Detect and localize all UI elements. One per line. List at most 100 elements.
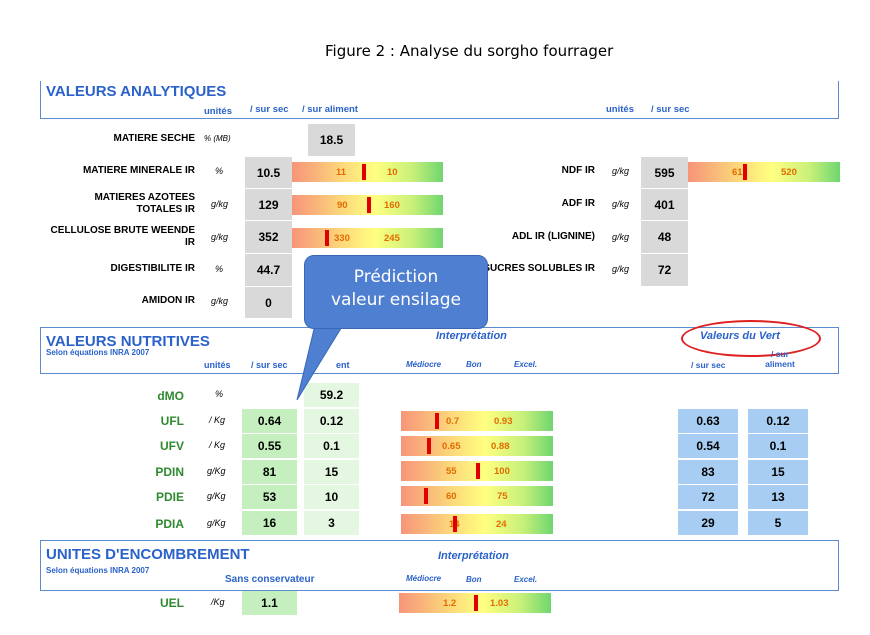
frame-left bbox=[40, 540, 41, 590]
vert-sec: 0.54 bbox=[678, 434, 738, 458]
gauge-marker bbox=[453, 516, 457, 532]
gauge-low: 1.2 bbox=[443, 597, 457, 609]
matiere-seche-label: MATIERE SECHE bbox=[113, 133, 196, 144]
row-unit: g/kg bbox=[211, 296, 229, 306]
frame-top bbox=[40, 540, 839, 541]
gauge-bar: 11 10 bbox=[292, 162, 443, 182]
vert-aliment: 5 bbox=[748, 511, 808, 535]
nut-sec: 16 bbox=[242, 511, 297, 535]
gauge-bar: 0.65 0.88 bbox=[401, 436, 553, 456]
scale-bon: Bon bbox=[466, 360, 482, 369]
gauge-bar: 61 520 bbox=[688, 162, 840, 182]
gauge-bar: 90 160 bbox=[292, 195, 443, 215]
callout-line1: Prédiction bbox=[353, 267, 439, 287]
row-label: CELLULOSE BRUTE WEENDE IR bbox=[50, 225, 195, 248]
col-unites: unités bbox=[204, 360, 231, 370]
gauge-bar: 14 24 bbox=[401, 514, 553, 534]
nut-unit: g/Kg bbox=[207, 518, 226, 528]
frame-right bbox=[838, 81, 839, 119]
frame-left bbox=[40, 81, 41, 119]
row-label: ADF IR bbox=[561, 198, 595, 209]
scale-excel: Excel. bbox=[514, 360, 538, 369]
frame-bottom bbox=[40, 590, 839, 591]
uel-label: UEL bbox=[160, 596, 184, 610]
frame-right bbox=[838, 540, 839, 590]
nutritives-subtitle: Selon équations INRA 2007 bbox=[46, 348, 150, 357]
vert-sec: 0.63 bbox=[678, 409, 738, 433]
row-label: MATIERES AZOTEES TOTALES IR bbox=[94, 192, 195, 215]
uel-unit: /Kg bbox=[211, 597, 225, 607]
gauge-high: 0.88 bbox=[491, 440, 510, 452]
gauge-low: 60 bbox=[446, 490, 457, 502]
row-value: 401 bbox=[641, 189, 688, 220]
row-unit: % bbox=[215, 264, 224, 274]
gauge-marker bbox=[427, 438, 431, 454]
gauge-marker bbox=[474, 595, 478, 611]
gauge-marker bbox=[325, 230, 329, 246]
gauge-high: 160 bbox=[384, 199, 400, 211]
scale-mediocre: Médiocre bbox=[406, 574, 442, 583]
dmo-value: 59.2 bbox=[304, 383, 359, 407]
row-value: 129 bbox=[245, 189, 292, 220]
row-value: 44.7 bbox=[245, 254, 292, 286]
gauge-high: 100 bbox=[494, 465, 510, 477]
uel-value: 1.1 bbox=[242, 591, 297, 615]
row-value: 595 bbox=[641, 157, 688, 188]
gauge-bar: 330 245 bbox=[292, 228, 443, 248]
scale-mediocre: Médiocre bbox=[406, 360, 442, 369]
vert-sec: 83 bbox=[678, 460, 738, 484]
nut-unit: / Kg bbox=[209, 440, 226, 450]
scale-bon: Bon bbox=[466, 575, 482, 584]
gauge-high: 1.03 bbox=[490, 597, 509, 609]
row-unit: g/kg bbox=[612, 232, 630, 242]
highlight-ellipse bbox=[681, 320, 821, 357]
row-unit: g/kg bbox=[211, 199, 229, 209]
matiere-seche-value: 18.5 bbox=[308, 124, 355, 156]
nut-label: PDIA bbox=[155, 517, 184, 531]
vert-aliment: 0.12 bbox=[748, 409, 808, 433]
right-col-sur-sec: / sur sec bbox=[651, 104, 690, 115]
row-label: MATIERE MINERALE IR bbox=[82, 165, 195, 176]
nutritives-title: VALEURS NUTRITIVES bbox=[46, 333, 210, 350]
dmo-label: dMO bbox=[157, 389, 184, 403]
gauge-high: 75 bbox=[497, 490, 508, 502]
nutritives-interpretation: Interprétation bbox=[436, 330, 507, 342]
col-sur-sec: / sur sec bbox=[251, 360, 288, 370]
row-unit: g/kg bbox=[211, 232, 229, 242]
gauge-high: 520 bbox=[781, 166, 797, 178]
row-unit: g/kg bbox=[612, 166, 630, 176]
analytiques-title: VALEURS ANALYTIQUES bbox=[46, 83, 227, 100]
row-value: 48 bbox=[641, 221, 688, 253]
nut-aliment: 15 bbox=[304, 460, 359, 484]
prediction-callout: Prédiction valeur ensilage bbox=[304, 255, 488, 329]
row-label: NDF IR bbox=[561, 165, 595, 176]
row-value: 72 bbox=[641, 254, 688, 286]
matiere-seche-unit: % (MB) bbox=[204, 134, 231, 143]
nut-aliment: 10 bbox=[304, 485, 359, 509]
nut-unit: g/Kg bbox=[207, 491, 226, 501]
row-unit: g/kg bbox=[612, 264, 630, 274]
vert-aliment: 15 bbox=[748, 460, 808, 484]
frame-right bbox=[838, 327, 839, 373]
gauge-low: 330 bbox=[334, 232, 350, 244]
encombrement-interpretation: Interprétation bbox=[438, 550, 509, 562]
vert-aliment: 0.1 bbox=[748, 434, 808, 458]
gauge-marker bbox=[435, 413, 439, 429]
nut-label: PDIN bbox=[155, 465, 184, 479]
gauge-high: 0.93 bbox=[494, 415, 513, 427]
gauge-high: 10 bbox=[387, 166, 398, 178]
col-unites: unités bbox=[204, 106, 232, 117]
gauge-low: 55 bbox=[446, 465, 457, 477]
encombrement-subtitle: Selon équations INRA 2007 bbox=[46, 566, 150, 575]
row-value: 352 bbox=[245, 221, 292, 253]
nut-sec: 53 bbox=[242, 485, 297, 509]
gauge-high: 245 bbox=[384, 232, 400, 244]
row-label: DIGESTIBILITE IR bbox=[110, 263, 195, 274]
nut-aliment: 3 bbox=[304, 511, 359, 535]
callout-line2: valeur ensilage bbox=[330, 290, 462, 310]
nut-sec: 0.64 bbox=[242, 409, 297, 433]
frame-left bbox=[40, 327, 41, 373]
callout-pointer bbox=[296, 325, 344, 401]
nut-aliment: 0.12 bbox=[304, 409, 359, 433]
nut-sec: 81 bbox=[242, 460, 297, 484]
